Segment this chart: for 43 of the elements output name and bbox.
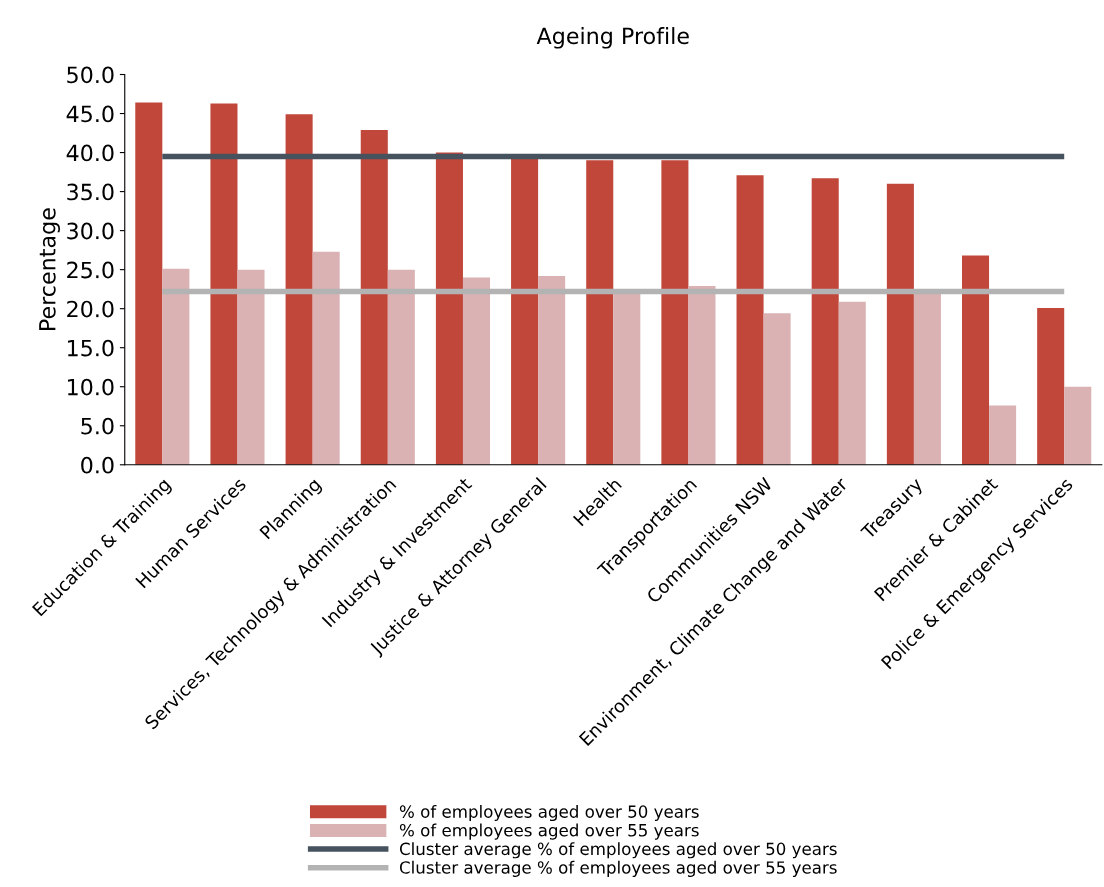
bar bbox=[989, 405, 1017, 465]
bar bbox=[285, 114, 313, 465]
bar bbox=[613, 293, 641, 465]
bar bbox=[210, 103, 238, 465]
bar bbox=[962, 255, 990, 465]
y-tick-label: 40.0 bbox=[66, 144, 114, 162]
y-axis-title: Percentage bbox=[39, 208, 60, 330]
y-tick-label: 25.0 bbox=[67, 261, 114, 279]
bar bbox=[886, 183, 914, 465]
bar bbox=[511, 156, 539, 465]
bar bbox=[1037, 307, 1065, 465]
bar bbox=[237, 269, 265, 465]
legend-label: Cluster average % of employees aged over 55 years bbox=[399, 860, 837, 877]
legend-label: Cluster average % of employees aged over 50 years bbox=[399, 842, 837, 859]
bar bbox=[838, 301, 866, 465]
y-tick-label: 10.0 bbox=[67, 378, 114, 396]
bar bbox=[312, 251, 340, 465]
bar bbox=[736, 175, 764, 465]
chart-title: Ageing Profile bbox=[536, 27, 689, 49]
y-tick-label: 20.0 bbox=[67, 300, 114, 318]
bar bbox=[661, 160, 689, 465]
bar bbox=[763, 313, 791, 465]
bar bbox=[462, 277, 491, 465]
legend-label: % of employees aged over 55 years bbox=[399, 823, 699, 840]
y-tick-label: 30.0 bbox=[67, 222, 114, 240]
bar bbox=[913, 291, 941, 465]
bar bbox=[538, 275, 566, 465]
bar bbox=[135, 102, 163, 465]
bar bbox=[162, 268, 190, 465]
y-tick-label: 15.0 bbox=[67, 339, 114, 357]
bar bbox=[688, 286, 716, 465]
legend-label: % of employees aged over 50 years bbox=[399, 804, 699, 822]
bar bbox=[387, 269, 415, 465]
y-tick-label: 45.0 bbox=[66, 105, 114, 123]
bar bbox=[435, 152, 463, 465]
y-tick-label: 0.0 bbox=[81, 456, 114, 474]
y-tick-label: 35.0 bbox=[67, 183, 114, 201]
bar bbox=[1064, 386, 1092, 465]
bar bbox=[811, 178, 839, 465]
bar bbox=[360, 129, 388, 465]
y-tick-label: 50.0 bbox=[67, 66, 114, 84]
bar bbox=[586, 160, 614, 465]
y-tick-label: 5.0 bbox=[81, 417, 114, 435]
